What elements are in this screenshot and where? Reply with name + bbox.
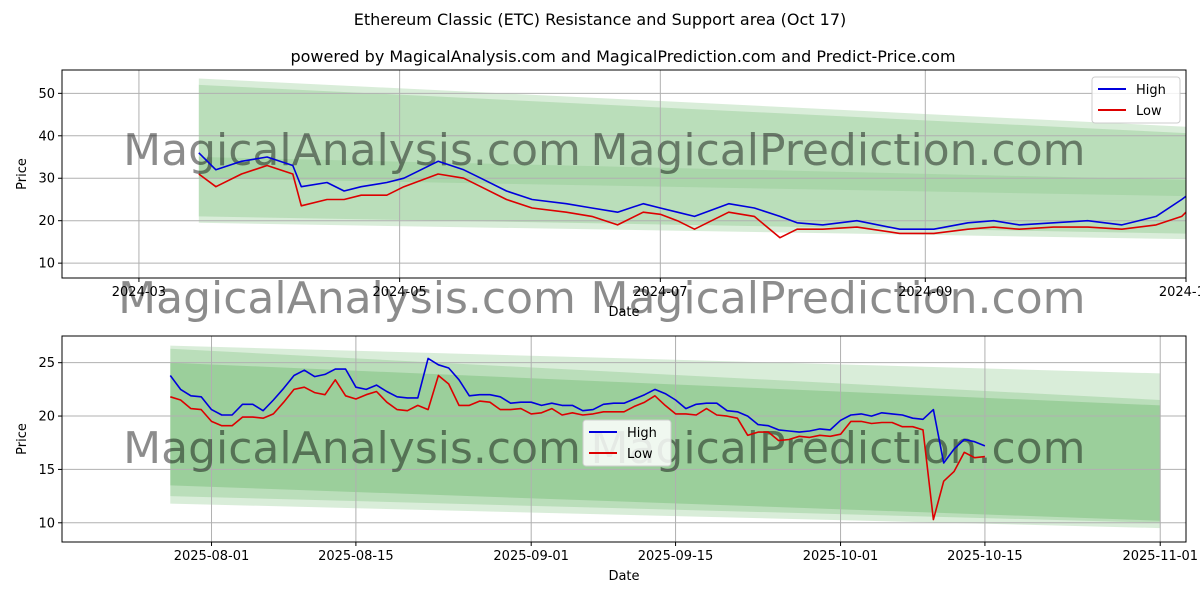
support-band-1 [198, 84, 1186, 234]
x-tick-label: 2025-09-15 [638, 549, 714, 564]
y-tick-label: 20 [38, 410, 55, 425]
y-tick-label: 25 [38, 356, 55, 371]
legend-label-high: High [1136, 83, 1166, 98]
chart-subtitle: powered by MagicalAnalysis.com and Magic… [290, 47, 955, 66]
support-band-2 [198, 157, 1186, 197]
series-line-high [198, 152, 1186, 230]
watermark-right: MagicalPrediction.com [591, 273, 1086, 324]
watermark-right: MagicalPrediction.com [591, 423, 1086, 474]
watermark-right: MagicalPrediction.com [591, 125, 1086, 176]
support-band-0 [198, 78, 1186, 240]
chart-panel-full-range: MagicalAnalysis.com MagicalPrediction.com… [15, 69, 1200, 320]
legend-label-low: Low [1136, 104, 1162, 119]
legend: High Low [582, 419, 672, 467]
x-tick-label: 2025-08-15 [318, 549, 394, 564]
watermark-left: MagicalAnalysis.com [123, 423, 581, 474]
y-tick-label: 10 [38, 257, 55, 272]
x-tick-label: 2025-10-15 [947, 549, 1023, 564]
x-axis-label: Date [608, 569, 639, 584]
y-tick-label: 20 [38, 214, 55, 229]
legend-label-high: High [627, 426, 657, 441]
chart-panel-zoom: MagicalAnalysis.com MagicalPrediction.com… [15, 335, 1198, 584]
x-tick-label: 2025-09-01 [493, 549, 569, 564]
y-axis-label: Price [15, 158, 30, 190]
x-tick-label: 2024-05 [372, 285, 426, 300]
x-axis-label: Date [608, 305, 639, 320]
x-tick-label: 2025-11-01 [1122, 549, 1198, 564]
y-axis-label: Price [15, 423, 30, 455]
y-tick-label: 50 [38, 87, 55, 102]
series-line-low [170, 374, 985, 521]
y-tick-label: 40 [38, 129, 55, 144]
x-tick-label: 2024-11 [1159, 285, 1200, 300]
legend: High Low [1091, 76, 1181, 124]
series-line-low [198, 164, 1186, 239]
plot-frame [61, 69, 1187, 279]
watermark-left: MagicalAnalysis.com [118, 273, 576, 324]
plot-frame [61, 335, 1187, 543]
x-tick-label: 2024-09 [898, 285, 952, 300]
x-tick-label: 2024-03 [112, 285, 166, 300]
legend-label-low: Low [627, 447, 653, 462]
x-tick-label: 2025-08-01 [174, 549, 250, 564]
x-tick-label: 2025-10-01 [803, 549, 879, 564]
series-line-high [169, 357, 986, 464]
y-tick-label: 10 [38, 516, 55, 531]
y-tick-label: 15 [38, 463, 55, 478]
x-tick-label: 2024-07 [633, 285, 687, 300]
y-tick-label: 30 [38, 172, 55, 187]
chart-title: Ethereum Classic (ETC) Resistance and Su… [354, 10, 847, 29]
watermark-left: MagicalAnalysis.com [123, 125, 581, 176]
